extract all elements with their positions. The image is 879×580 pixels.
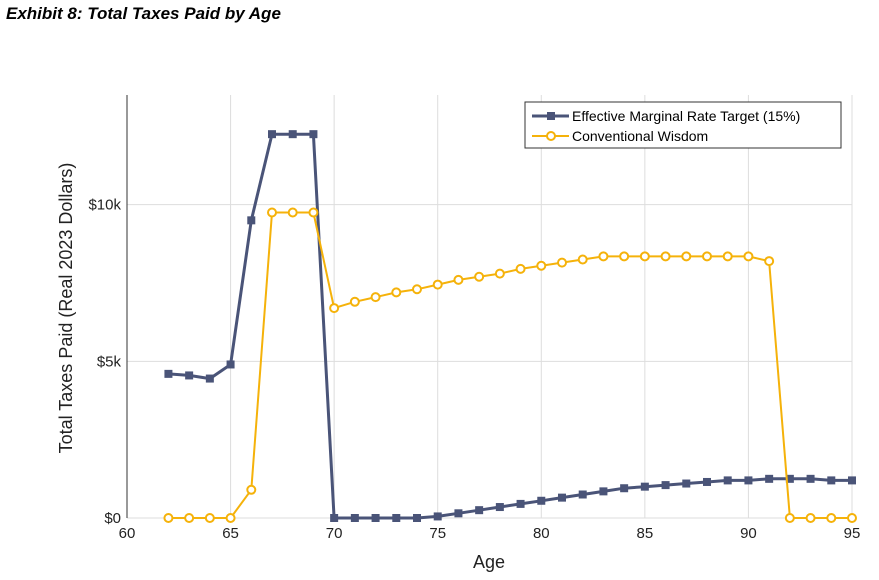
y-tick-label: $5k [97, 353, 122, 370]
data-point [432, 279, 443, 290]
data-point [413, 514, 421, 522]
data-point [475, 506, 484, 515]
x-tick-label: 75 [429, 525, 446, 542]
data-point [495, 503, 504, 512]
series-0 [164, 130, 856, 522]
data-point [806, 474, 815, 483]
data-point [163, 513, 174, 523]
data-point [764, 256, 775, 267]
series-line [168, 132, 852, 520]
data-point [660, 251, 671, 262]
data-point [247, 216, 256, 225]
data-point [784, 513, 795, 523]
data-point [225, 513, 236, 523]
data-point [453, 274, 464, 285]
series-layer [163, 130, 857, 523]
data-point [620, 484, 629, 493]
data-point [287, 207, 298, 218]
x-tick-label: 65 [222, 525, 239, 542]
data-point [308, 207, 319, 218]
data-point [765, 474, 774, 483]
data-point [226, 360, 235, 369]
y-axis-label: Total Taxes Paid (Real 2023 Dollars) [56, 163, 76, 454]
x-tick-label: 85 [637, 525, 654, 542]
data-point [474, 271, 485, 282]
data-point [723, 476, 732, 485]
data-point [577, 254, 588, 265]
legend-marker-conventional [546, 131, 556, 141]
x-tick-labels: 60 65 70 75 80 85 90 95 [119, 525, 861, 542]
data-point [246, 484, 257, 495]
data-point [370, 292, 381, 303]
data-point [785, 474, 794, 483]
data-point [536, 260, 547, 271]
data-point [391, 287, 402, 298]
data-point [598, 251, 609, 262]
data-point [826, 513, 837, 523]
data-point [722, 251, 733, 262]
data-point [309, 130, 318, 139]
series-line [168, 211, 852, 519]
legend-label-emr: Effective Marginal Rate Target (15%) [572, 108, 800, 124]
data-point [515, 263, 526, 274]
data-point [267, 207, 277, 218]
data-point [557, 257, 567, 268]
data-point [661, 481, 670, 490]
data-point [744, 476, 753, 485]
data-point [494, 268, 505, 279]
grid-lines [126, 95, 853, 519]
data-point [164, 369, 173, 378]
data-point [185, 371, 194, 380]
data-point [578, 490, 587, 499]
data-point [743, 251, 754, 262]
y-tick-label: $0 [104, 510, 121, 527]
legend-marker-emr [547, 112, 555, 120]
legend-box [524, 101, 842, 149]
data-point [516, 499, 525, 508]
data-point [330, 514, 339, 522]
x-tick-label: 90 [740, 525, 757, 542]
data-point [392, 514, 401, 522]
data-point [640, 482, 649, 491]
data-point [703, 477, 711, 486]
data-point [268, 130, 276, 139]
series-1 [163, 207, 857, 523]
legend: Effective Marginal Rate Target (15%) Con… [524, 101, 842, 149]
data-point [848, 476, 856, 485]
data-point [288, 130, 297, 139]
x-axis-label: Age [473, 552, 505, 572]
data-point [681, 251, 692, 262]
data-point [682, 479, 691, 488]
data-point [537, 496, 546, 505]
x-tick-label: 95 [844, 525, 861, 542]
data-point [805, 513, 816, 523]
data-point [371, 514, 380, 522]
data-point [184, 513, 195, 523]
y-tick-label: $10k [88, 197, 121, 214]
data-point [433, 512, 442, 521]
x-tick-label: 70 [326, 525, 343, 542]
data-point [349, 296, 360, 307]
x-tick-label: 80 [533, 525, 550, 542]
data-point [619, 251, 630, 262]
data-point [639, 251, 650, 262]
legend-label-conventional: Conventional Wisdom [572, 128, 708, 144]
data-point [599, 487, 608, 496]
data-point [329, 303, 340, 314]
data-point [350, 514, 359, 522]
data-point [204, 513, 215, 523]
data-point [558, 493, 566, 502]
exhibit-title: Exhibit 8: Total Taxes Paid by Age [6, 4, 281, 23]
data-point [205, 374, 214, 383]
data-point [827, 476, 836, 485]
data-point [847, 513, 857, 523]
data-point [412, 284, 422, 295]
data-point [454, 509, 463, 518]
x-tick-label: 60 [119, 525, 136, 542]
data-point [702, 251, 712, 262]
y-tick-labels: $0 $5k $10k [88, 197, 121, 527]
